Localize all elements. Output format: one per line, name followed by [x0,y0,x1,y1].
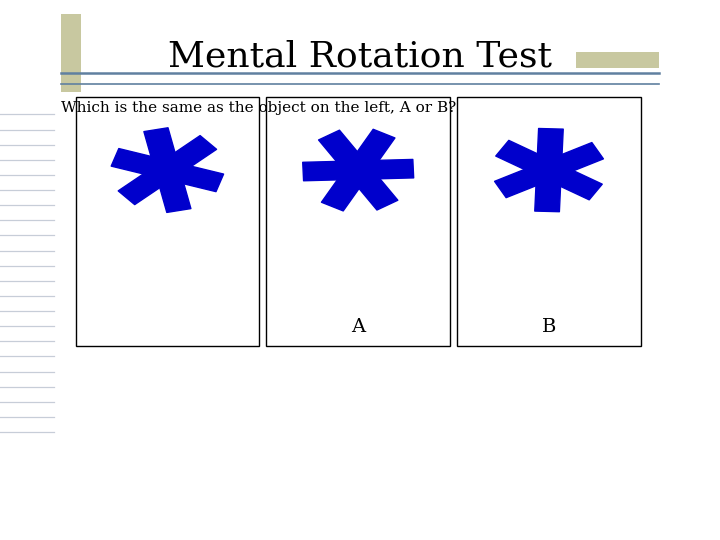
Bar [76,97,259,346]
Text: Mental Rotation Test: Mental Rotation Test [168,40,552,73]
Bar [266,97,450,346]
Bar [576,52,659,68]
Text: B: B [542,318,556,336]
Text: Which is the same as the object on the left, A or B?: Which is the same as the object on the l… [61,101,456,115]
Bar [61,14,81,92]
Text: A: A [351,318,365,336]
Bar [457,97,641,346]
